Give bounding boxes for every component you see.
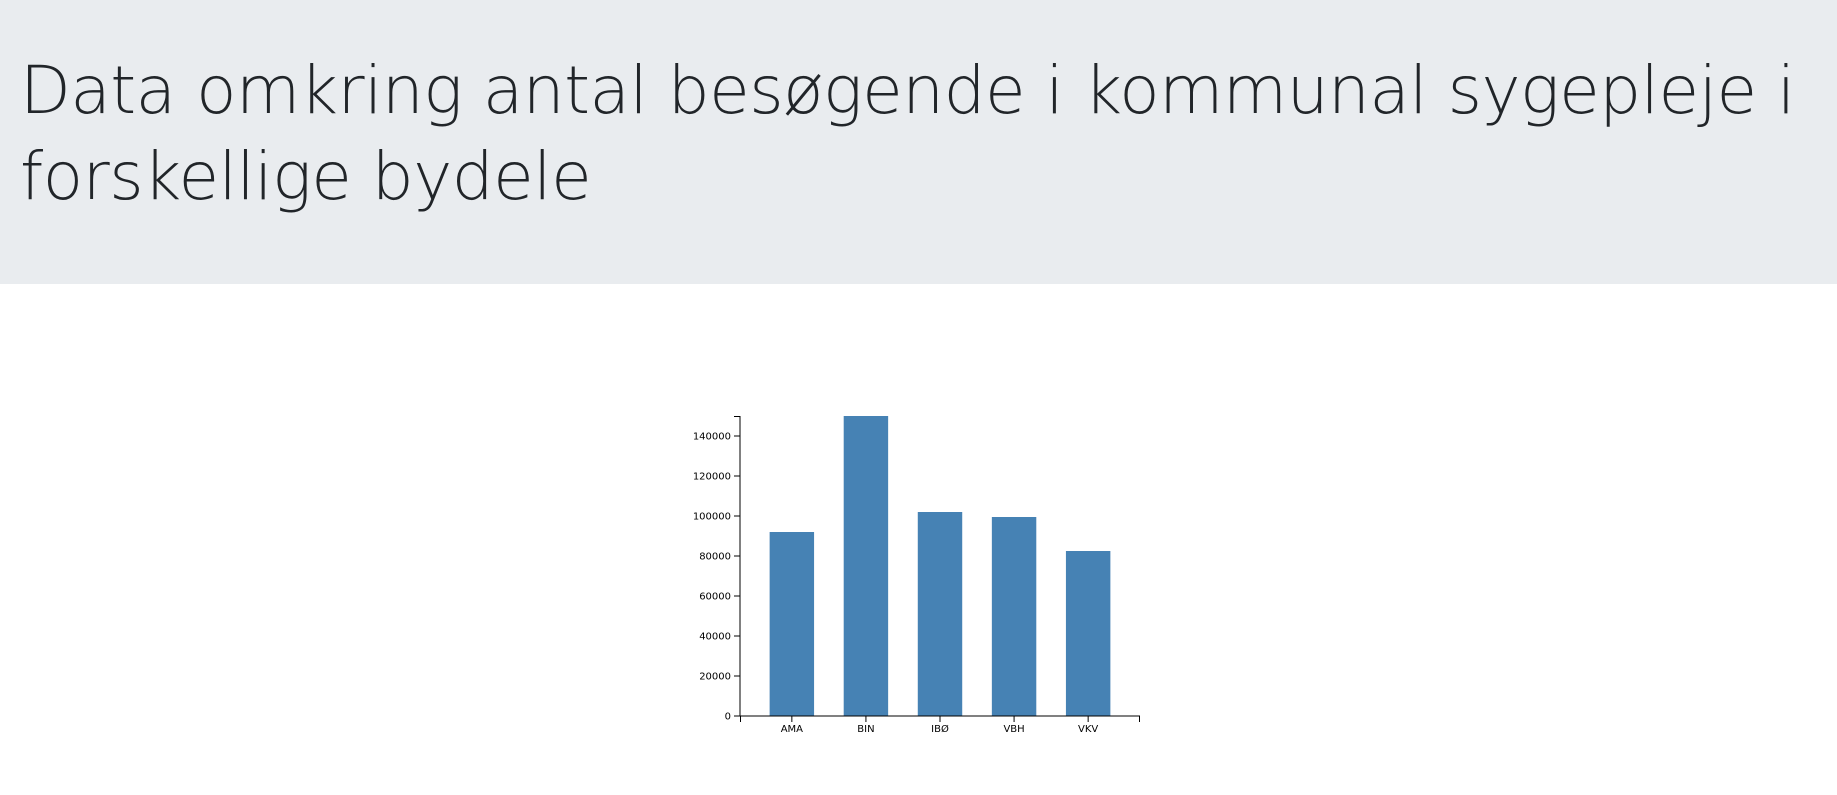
x-tick-label-ibø: IBØ bbox=[931, 723, 949, 735]
y-tick-label-0: 0 bbox=[725, 712, 731, 723]
y-tick-label-120000: 120000 bbox=[693, 472, 731, 483]
header-banner: Data omkring antal besøgende i kommunal … bbox=[0, 0, 1837, 284]
bar-ama bbox=[769, 532, 815, 716]
bar-ibø bbox=[917, 512, 963, 716]
x-tick-label-ama: AMA bbox=[781, 724, 803, 735]
y-tick-label-20000: 20000 bbox=[699, 672, 731, 683]
y-tick-label-60000: 60000 bbox=[699, 592, 731, 603]
y-tick-label-80000: 80000 bbox=[699, 552, 731, 563]
bar-vbh bbox=[991, 517, 1037, 716]
x-tick-label-bin: BIN bbox=[857, 724, 874, 735]
x-tick-label-vbh: VBH bbox=[1003, 724, 1024, 735]
bar-vkv bbox=[1065, 551, 1111, 716]
bar-bin bbox=[843, 416, 889, 716]
chart-svg: 0 20000 40000 60000 80000 100000 120000 140000 A… bbox=[693, 416, 1140, 735]
y-tick-label-100000: 100000 bbox=[693, 512, 731, 523]
page-title: Data omkring antal besøgende i kommunal … bbox=[20, 52, 1795, 215]
bar-chart: 0 20000 40000 60000 80000 100000 120000 140000 A… bbox=[680, 405, 1150, 735]
y-tick-label-40000: 40000 bbox=[699, 632, 731, 643]
x-tick-label-vkv: VKV bbox=[1078, 724, 1098, 735]
y-tick-label-140000: 140000 bbox=[693, 432, 731, 443]
